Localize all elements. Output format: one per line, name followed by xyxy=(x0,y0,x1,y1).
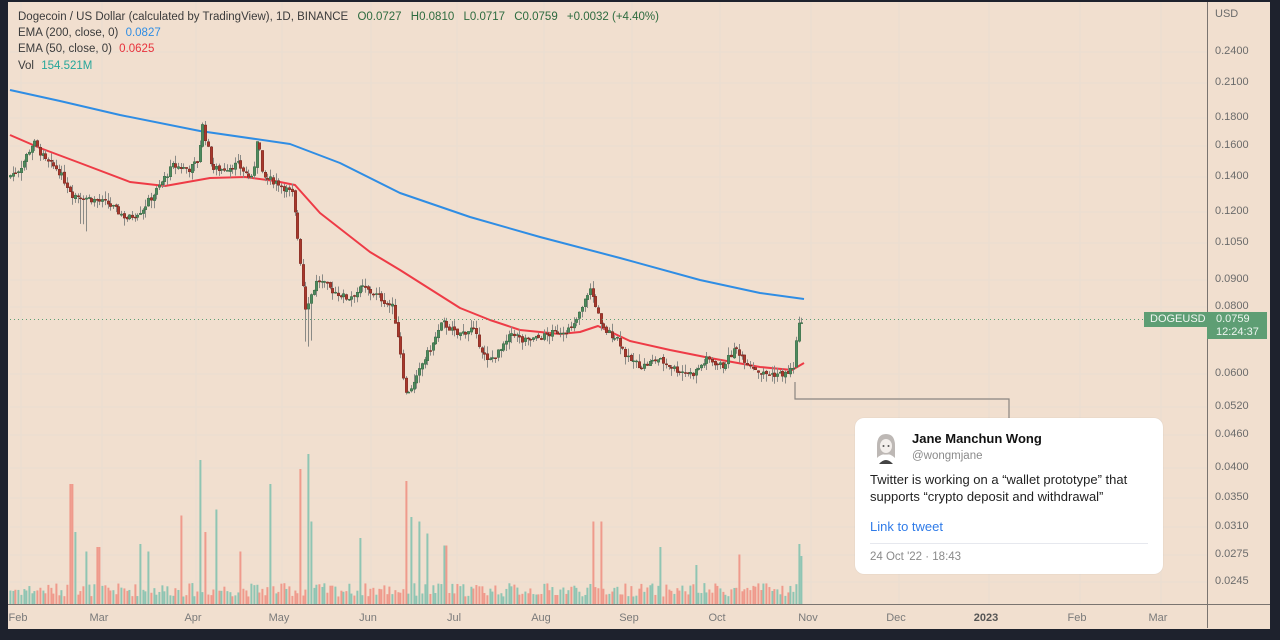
symbol-title[interactable]: Dogecoin / US Dollar (calculated by Trad… xyxy=(18,11,349,23)
current-price-tag: 0.0759 12:24:37 xyxy=(1207,312,1267,339)
chart-legend: Dogecoin / US Dollar (calculated by Trad… xyxy=(18,9,659,74)
price-tick: 0.2100 xyxy=(1215,76,1249,88)
time-tick: Jun xyxy=(359,612,377,624)
time-tick: Jul xyxy=(446,612,462,624)
currency-label: USD xyxy=(1215,8,1239,20)
time-tick: Oct xyxy=(708,612,726,624)
grid-lines xyxy=(8,2,1270,628)
ohlc-high: H0.0810 xyxy=(410,11,455,23)
ema200-value: 0.0827 xyxy=(125,27,161,40)
volume-bars xyxy=(9,454,803,604)
time-tick: Dec xyxy=(886,612,906,624)
tweet-author: Jane Manchun Wong xyxy=(912,431,1042,446)
price-tick: 0.1050 xyxy=(1215,236,1249,248)
ema50-label: EMA (50, close, 0) xyxy=(18,43,112,56)
price-tick: 0.0310 xyxy=(1215,520,1249,532)
price-tick: 0.0245 xyxy=(1215,575,1249,587)
bar-countdown: 12:24:37 xyxy=(1216,326,1259,338)
tweet-text: Twitter is working on a “wallet prototyp… xyxy=(870,472,1128,504)
vol-label: Vol xyxy=(18,59,34,72)
tweet-card: Jane Manchun Wong @wongmjane Twitter is … xyxy=(855,418,1163,574)
legend-ema200-row[interactable]: EMA (200, close, 0) 0.0827 xyxy=(18,25,659,41)
ema50-line xyxy=(9,134,805,371)
time-tick: Sep xyxy=(619,612,639,624)
tweet-divider xyxy=(870,543,1148,544)
avatar-icon xyxy=(877,434,895,464)
tweet-link[interactable]: Link to tweet xyxy=(870,519,943,534)
time-tick: Feb xyxy=(1067,612,1087,624)
price-tick: 0.0275 xyxy=(1215,548,1249,560)
price-tick: 0.0900 xyxy=(1215,273,1249,285)
overlay-lines xyxy=(10,319,1207,418)
time-tick: 2023 xyxy=(973,612,999,624)
price-tick: 0.0400 xyxy=(1215,461,1249,473)
current-price: 0.0759 xyxy=(1216,313,1250,325)
symbol-price-tag: DOGEUSD xyxy=(1144,312,1212,327)
ohlc-close: C0.0759 xyxy=(514,11,558,23)
ema50-value: 0.0625 xyxy=(119,43,155,56)
ema200-label: EMA (200, close, 0) xyxy=(18,27,119,40)
legend-ema50-row[interactable]: EMA (50, close, 0) 0.0625 xyxy=(18,41,659,57)
price-tick: 0.1400 xyxy=(1215,170,1249,182)
ohlc-open: O0.0727 xyxy=(357,11,402,23)
ohlc-change: +0.0032 (+4.40%) xyxy=(566,11,659,23)
vol-value: 154.521M xyxy=(41,59,93,72)
price-tick: 0.0800 xyxy=(1215,300,1249,312)
ohlc-low: L0.0717 xyxy=(463,11,506,23)
price-tick: 0.0520 xyxy=(1215,400,1249,412)
price-tick: 0.1800 xyxy=(1215,111,1249,123)
price-tick: 0.1600 xyxy=(1215,139,1249,151)
time-tick: Apr xyxy=(184,612,202,624)
time-tick: May xyxy=(268,612,290,624)
price-tick: 0.2400 xyxy=(1215,45,1249,57)
price-tick: 0.0460 xyxy=(1215,428,1249,440)
candlesticks xyxy=(8,121,804,395)
time-tick: Mar xyxy=(89,612,109,624)
time-tick: Mar xyxy=(1148,612,1168,624)
legend-vol-row[interactable]: Vol 154.521M xyxy=(18,58,659,74)
time-tick: Feb xyxy=(8,612,28,624)
price-tick: 0.1200 xyxy=(1215,205,1249,217)
price-tick: 0.0350 xyxy=(1215,491,1249,503)
legend-main-row: Dogecoin / US Dollar (calculated by Trad… xyxy=(18,9,659,25)
time-tick: Aug xyxy=(531,612,551,624)
tweet-handle: @wongmjane xyxy=(912,450,983,462)
time-tick: Nov xyxy=(798,612,818,624)
tweet-timestamp: 24 Oct '22 · 18:43 xyxy=(870,551,962,563)
ema200-line xyxy=(9,89,805,300)
price-tick: 0.0600 xyxy=(1215,367,1249,379)
